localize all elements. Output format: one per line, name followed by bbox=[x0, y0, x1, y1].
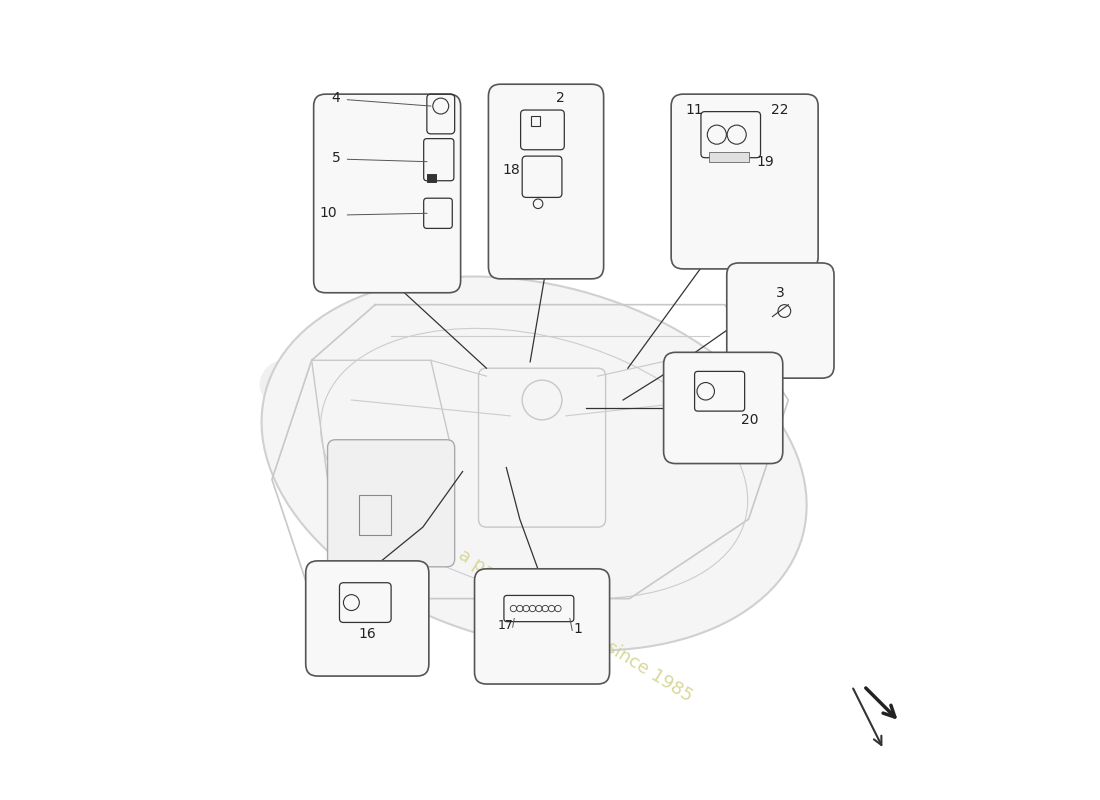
Text: 16: 16 bbox=[359, 627, 376, 642]
FancyBboxPatch shape bbox=[671, 94, 818, 269]
Text: 3: 3 bbox=[776, 286, 784, 300]
Text: elparts.com: elparts.com bbox=[256, 346, 739, 415]
Text: a passion for parts since 1985: a passion for parts since 1985 bbox=[454, 546, 695, 706]
Text: 22: 22 bbox=[771, 103, 789, 117]
FancyBboxPatch shape bbox=[727, 263, 834, 378]
Text: 10: 10 bbox=[320, 206, 338, 220]
Text: 17: 17 bbox=[497, 619, 514, 632]
Text: 18: 18 bbox=[503, 162, 520, 177]
Text: 4: 4 bbox=[331, 91, 340, 105]
FancyBboxPatch shape bbox=[663, 352, 783, 463]
Text: a passion for parts since 1985: a passion for parts since 1985 bbox=[454, 343, 779, 580]
FancyBboxPatch shape bbox=[708, 152, 749, 162]
Ellipse shape bbox=[262, 277, 806, 650]
Text: 11: 11 bbox=[685, 103, 703, 117]
FancyBboxPatch shape bbox=[488, 84, 604, 279]
FancyBboxPatch shape bbox=[306, 561, 429, 676]
FancyBboxPatch shape bbox=[427, 174, 437, 182]
Text: 5: 5 bbox=[331, 150, 340, 165]
Text: 2: 2 bbox=[557, 91, 565, 105]
FancyBboxPatch shape bbox=[314, 94, 461, 293]
FancyBboxPatch shape bbox=[474, 569, 609, 684]
FancyBboxPatch shape bbox=[328, 440, 454, 567]
Text: 19: 19 bbox=[757, 154, 774, 169]
Text: 1: 1 bbox=[574, 622, 583, 636]
Text: 20: 20 bbox=[740, 413, 758, 427]
